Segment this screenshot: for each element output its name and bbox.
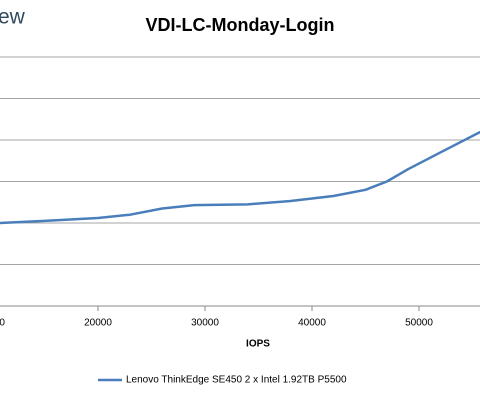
chart-title: VDI-LC-Monday-Login <box>146 15 335 35</box>
x-tick-label: 40000 <box>298 318 326 329</box>
x-axis-label: IOPS <box>246 339 270 350</box>
series-line <box>0 130 480 225</box>
x-tick-label: 30000 <box>191 318 219 329</box>
logo-text: ew <box>0 6 26 29</box>
x-tick-label: 20000 <box>84 318 112 329</box>
x-tick-label: 50000 <box>405 318 433 329</box>
x-tick-label: 10000 <box>0 318 5 329</box>
legend-label: Lenovo ThinkEdge SE450 2 x Intel 1.92TB … <box>126 375 347 386</box>
